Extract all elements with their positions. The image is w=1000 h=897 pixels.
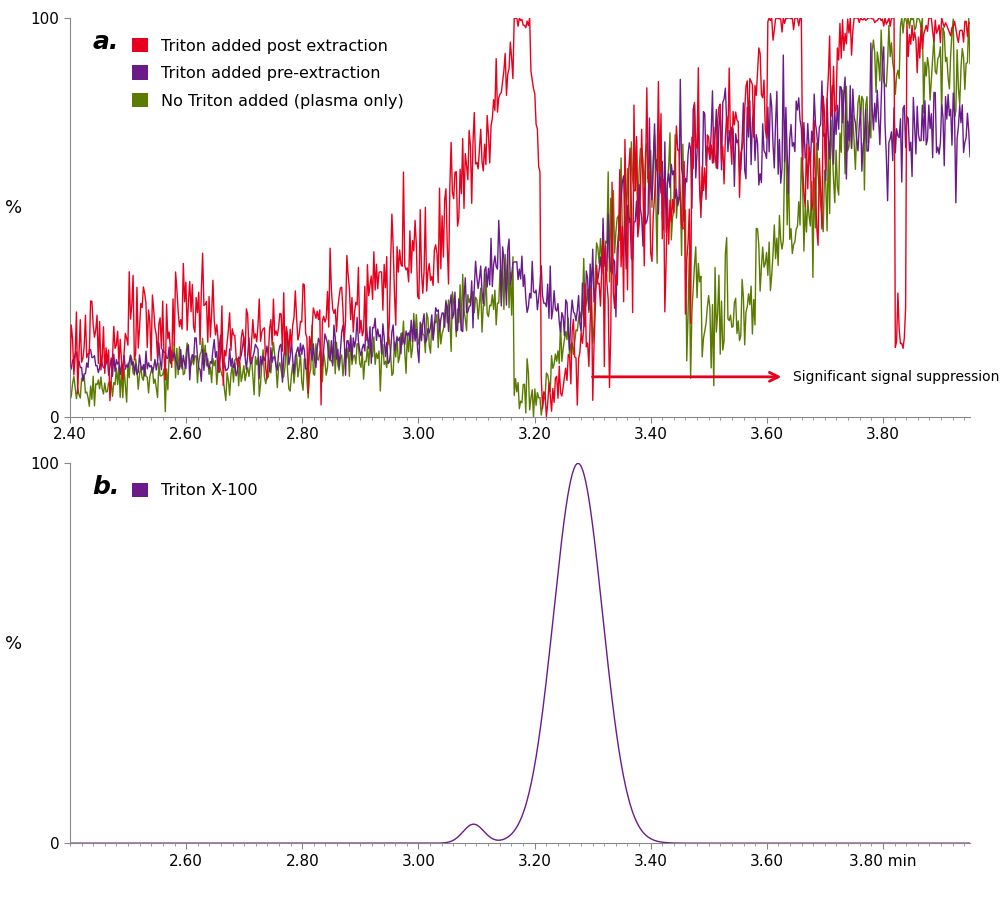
Text: b.: b. [92, 475, 120, 499]
Legend: Triton added post extraction, Triton added pre-extraction, No Triton added (plas: Triton added post extraction, Triton add… [132, 38, 403, 109]
Y-axis label: %: % [5, 199, 23, 217]
Text: Significant signal suppression: Significant signal suppression [793, 370, 999, 384]
Legend: Triton X-100: Triton X-100 [132, 483, 257, 499]
Text: a.: a. [92, 30, 119, 54]
Y-axis label: %: % [5, 635, 23, 653]
